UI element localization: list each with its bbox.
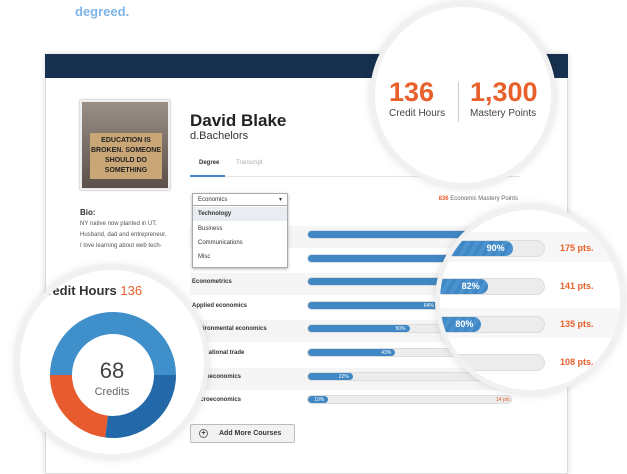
caret: ▾ (278, 197, 282, 203)
donut-label: Credits (94, 386, 130, 398)
divider (458, 82, 459, 122)
course-label: Econometrics (192, 279, 232, 286)
mastery-total: 1,300 (470, 77, 538, 107)
bio-line: Husband, dad and entrepreneur. (80, 232, 167, 238)
credit-hours-value: 136 (389, 77, 435, 107)
page: {"nav":{"logo":"degreed.","links":["Abou… (20, 4, 620, 474)
progress-bar: 82% (440, 279, 488, 294)
donut-value: 68 (99, 358, 125, 383)
bio-title: Bio: (80, 208, 96, 217)
progress-label: 80% (455, 319, 474, 329)
summary-magnifier: 136 Credit Hours 1,300 Mastery Points (375, 7, 551, 183)
credits-hours: 136 (120, 283, 143, 298)
mastery-points: 836 Economic Mastery Points (439, 196, 518, 202)
progress-label: 10% (314, 397, 325, 404)
button-label: Add More Courses (219, 430, 282, 437)
tab-active (190, 175, 225, 177)
credits-magnifier: Credit Hours 136 68 Credits (20, 270, 204, 454)
plus-icon: + (199, 429, 208, 438)
progress-label: 90% (486, 243, 505, 253)
progress-bar: 10% (308, 396, 329, 404)
photo-sign: EDUCATION IS BROKEN. SOMEONE SHOULD DO S… (90, 133, 162, 179)
course-points: 141 pts. (560, 281, 594, 291)
course-points: 14 pts. (496, 397, 512, 404)
progress-label: 43% (381, 350, 392, 356)
progress-bar: 22% (308, 372, 353, 380)
course-points: 135 pts. (560, 319, 594, 329)
progress-track: 80% (440, 316, 545, 333)
donut-chart (50, 312, 176, 438)
credit-hours-label: Credit Hours (389, 108, 446, 119)
add-courses-button[interactable]: + Add More Courses (190, 424, 295, 443)
bio-line: I love learning about web tech- (80, 243, 162, 249)
bio-line: NY native now planted in UT. (80, 221, 157, 227)
progress-label: 64% (423, 302, 434, 309)
nav-link[interactable]: About (155, 8, 176, 15)
mastery-total-label: Mastery Points (470, 108, 537, 119)
progress-track: 90% (440, 240, 545, 257)
dropdown[interactable]: Economics ▾ (192, 193, 288, 206)
credits-title-text: Credit Hours (38, 283, 117, 298)
mastery-value: 836 (438, 196, 449, 202)
profile-name: David Blake (190, 111, 287, 130)
tab-divider (190, 176, 520, 177)
progress-bar: 90% (440, 241, 513, 256)
progress-label: 22% (338, 373, 349, 380)
dropdown-option[interactable]: Communications (198, 240, 243, 246)
course-label: International trade (192, 350, 245, 356)
course-label: Macroeconomics (192, 373, 242, 380)
dropdown-option[interactable]: Business (198, 226, 223, 232)
course-points: 175 pts. (560, 243, 594, 253)
donut-segment (50, 374, 109, 438)
course-label: Macroeconomics (192, 397, 242, 404)
progress-track: 82% (440, 278, 545, 295)
profile-degree: d.Bachelors (190, 130, 249, 142)
mastery-label: Economic Mastery Points (450, 196, 518, 202)
progress-bar: 64% (308, 301, 438, 309)
tab[interactable]: Degree (199, 160, 220, 166)
progress-bar: 80% (440, 317, 482, 332)
progress-label: 82% (461, 281, 480, 291)
donut-segment (105, 374, 176, 438)
progress-bar: 50% (308, 325, 410, 333)
logo[interactable]: degreed. (75, 4, 130, 19)
credits-title: Credit Hours 136 (38, 283, 142, 298)
dropdown-option[interactable]: Misc (198, 254, 211, 260)
nav-link[interactable]: Blog (194, 8, 210, 15)
progress-label: 50% (395, 326, 406, 333)
progress-track: 64% (440, 354, 545, 371)
course-points: 108 pts. (560, 357, 594, 367)
course-label: Environmental economics (192, 326, 267, 333)
donut-segment (50, 312, 176, 376)
tab[interactable]: Transcript (236, 160, 263, 166)
dropdown-option[interactable]: Technology (193, 207, 287, 221)
progress-magnifier: 90% 175 pts. 82% 141 pts. 80% 135 pts. 64% 108 … (440, 210, 620, 390)
progress-bar: 43% (308, 349, 396, 356)
progress-track: 10% (307, 395, 512, 405)
course-label: Applied economics (192, 302, 248, 309)
dropdown-selected: Economics (198, 197, 228, 203)
